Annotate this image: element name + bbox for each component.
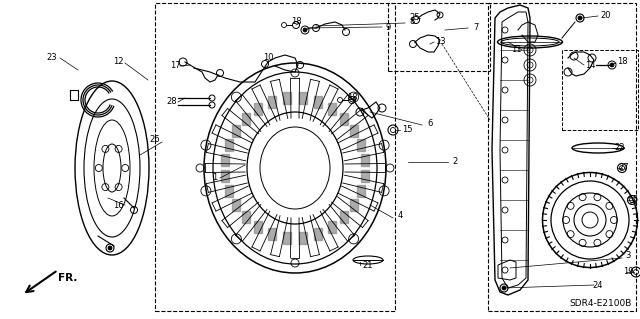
Bar — [562, 50, 638, 130]
Text: 12: 12 — [113, 57, 124, 66]
Text: 18: 18 — [347, 93, 357, 101]
Polygon shape — [328, 221, 336, 233]
Polygon shape — [299, 232, 307, 244]
Text: 14: 14 — [585, 61, 595, 70]
Polygon shape — [221, 154, 230, 166]
Polygon shape — [350, 125, 358, 137]
Circle shape — [610, 63, 614, 67]
Text: 7: 7 — [474, 23, 479, 32]
Polygon shape — [314, 96, 322, 108]
Bar — [388, 3, 490, 71]
Polygon shape — [314, 228, 322, 240]
Text: 27: 27 — [619, 164, 629, 173]
Text: 15: 15 — [402, 125, 412, 135]
Polygon shape — [221, 170, 230, 182]
Text: 18: 18 — [617, 57, 627, 66]
Text: 22: 22 — [615, 144, 625, 152]
Polygon shape — [241, 113, 250, 124]
Text: 3: 3 — [625, 250, 630, 259]
Polygon shape — [340, 113, 349, 124]
Text: 10: 10 — [263, 54, 273, 63]
Text: FR.: FR. — [58, 273, 77, 283]
Text: 13: 13 — [435, 38, 445, 47]
Polygon shape — [357, 185, 365, 197]
Polygon shape — [360, 170, 369, 182]
Polygon shape — [283, 232, 291, 244]
Circle shape — [578, 16, 582, 20]
Text: 26: 26 — [150, 136, 160, 145]
Polygon shape — [268, 96, 276, 108]
Text: SDR4-E2100B: SDR4-E2100B — [570, 299, 632, 308]
Text: 1: 1 — [212, 174, 218, 182]
Circle shape — [502, 286, 506, 290]
Circle shape — [303, 28, 307, 32]
Polygon shape — [328, 103, 336, 115]
Polygon shape — [360, 154, 369, 166]
Polygon shape — [357, 139, 365, 151]
Polygon shape — [253, 103, 262, 115]
Text: 2: 2 — [452, 158, 458, 167]
Text: 17: 17 — [170, 61, 180, 70]
Polygon shape — [253, 221, 262, 233]
Text: 18: 18 — [291, 18, 301, 26]
Text: 9: 9 — [385, 23, 390, 32]
Bar — [488, 3, 636, 311]
Text: 25: 25 — [410, 13, 420, 23]
Polygon shape — [268, 228, 276, 240]
Text: 23: 23 — [47, 54, 58, 63]
Text: 5: 5 — [632, 196, 637, 204]
Text: 8: 8 — [410, 18, 415, 26]
Polygon shape — [283, 93, 291, 104]
Polygon shape — [232, 125, 240, 137]
Polygon shape — [225, 185, 233, 197]
Bar — [155, 3, 395, 311]
Circle shape — [108, 246, 112, 250]
Text: 16: 16 — [113, 201, 124, 210]
Polygon shape — [225, 139, 233, 151]
Text: 24: 24 — [593, 280, 604, 290]
Polygon shape — [350, 199, 358, 211]
Polygon shape — [340, 211, 349, 224]
Text: 19: 19 — [623, 268, 633, 277]
Polygon shape — [232, 199, 240, 211]
Text: 21: 21 — [363, 261, 373, 270]
Polygon shape — [299, 93, 307, 104]
Polygon shape — [241, 211, 250, 224]
Text: 20: 20 — [601, 11, 611, 19]
Text: 11: 11 — [511, 46, 521, 55]
Text: 4: 4 — [397, 211, 403, 219]
Text: 28: 28 — [166, 98, 177, 107]
Text: 6: 6 — [428, 118, 433, 128]
